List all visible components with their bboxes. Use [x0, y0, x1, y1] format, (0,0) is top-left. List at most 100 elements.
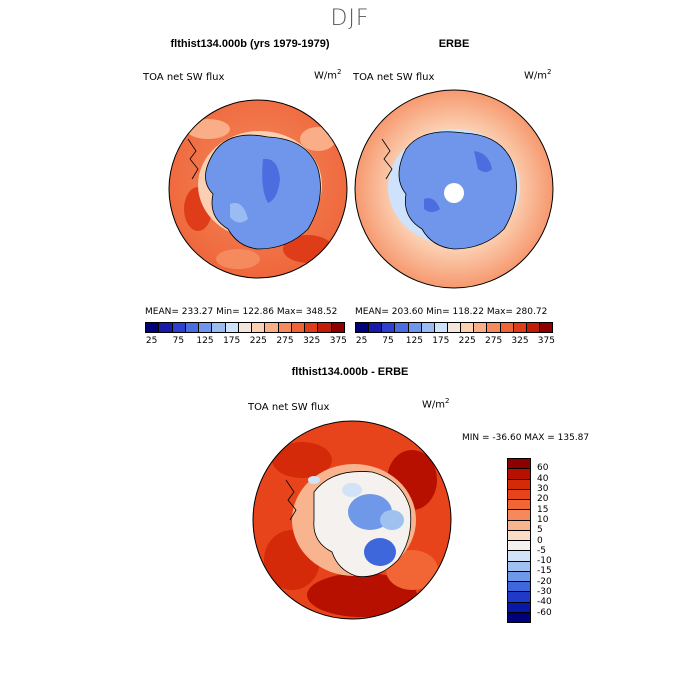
colorbar-swatch [291, 323, 306, 332]
coastline [187, 138, 199, 180]
flux-patch [307, 573, 417, 617]
colorbar-tick-label: 0 [537, 535, 543, 546]
colorbar-tick-label: 25 [355, 336, 368, 346]
colorbar-swatch [252, 323, 266, 332]
colorbar-swatch [508, 530, 530, 541]
colorbar-swatch [199, 323, 213, 332]
colorbar-swatch [212, 323, 226, 332]
colorbar-tick-label: 30 [537, 483, 549, 494]
colorbar-swatch [238, 323, 253, 332]
colorbar-tick-label: 125 [405, 336, 423, 346]
variable-label-diff: TOA net SW flux [248, 402, 330, 413]
coastline [205, 134, 321, 250]
colorbar-swatch [434, 323, 448, 332]
coastline [398, 131, 517, 250]
colorbar-swatch [508, 612, 530, 622]
flux-patch [300, 127, 336, 151]
colorbar-tick-label: 75 [172, 336, 185, 346]
flux-patch [386, 550, 438, 590]
panel-title-diff: flthist134.000b - ERBE [291, 366, 409, 378]
colorbar-swatch [172, 323, 186, 332]
flux-neg-patch [380, 510, 404, 530]
colorbar-tick-label: 275 [485, 336, 503, 346]
colorbar-swatch [500, 323, 514, 332]
stats-obs: MEAN= 203.60 Min= 118.22 Max= 280.72 [355, 307, 548, 317]
colorbar-swatch [513, 323, 527, 332]
colorbar-diff [507, 458, 531, 623]
colorbar-swatch [225, 323, 239, 332]
colorbar-tick-label: 15 [537, 504, 549, 515]
colorbar-swatch [508, 582, 530, 593]
colorbar-swatch [487, 323, 501, 332]
colorbar-swatch [508, 459, 530, 470]
stats-model: MEAN= 233.27 Min= 122.86 Max= 348.52 [145, 307, 338, 317]
units-label-diff: W/m2 [422, 397, 450, 411]
coastline [285, 479, 297, 521]
colorbar-tick-label: 375 [329, 336, 347, 346]
panel-title-model: flthist134.000b (yrs 1979-1979) [170, 38, 330, 50]
colorbar-swatch [447, 323, 462, 332]
colorbar-swatch [318, 323, 332, 332]
colorbar-swatch [265, 323, 279, 332]
colorbar-obs [355, 322, 553, 333]
colorbar-swatch [461, 323, 475, 332]
panel-title-obs: ERBE [438, 38, 470, 50]
colorbar-tick-label: -20 [537, 576, 552, 587]
flux-low-patch [474, 151, 492, 172]
colorbar-swatch [508, 551, 530, 562]
colorbar-tick-label: 325 [511, 336, 529, 346]
colorbar-tick-label: 40 [537, 473, 549, 484]
colorbar-swatch [474, 323, 488, 332]
colorbar-swatch [382, 323, 396, 332]
colorbar-swatch [508, 469, 530, 480]
colorbar-swatch [369, 323, 383, 332]
units-label-obs: W/m2 [524, 68, 552, 82]
colorbar-swatch [421, 323, 435, 332]
colorbar-swatch [508, 602, 530, 613]
colorbar-swatch [508, 561, 530, 572]
polar-map-model [168, 99, 348, 279]
colorbar-tick-label: 10 [537, 514, 549, 525]
colorbar-tick-label: -10 [537, 556, 552, 567]
colorbar-swatch [408, 323, 422, 332]
colorbar-tick-label: 5 [537, 525, 543, 536]
colorbar-swatch [508, 541, 530, 552]
variable-label-model: TOA net SW flux [143, 72, 225, 83]
flux-patch [272, 442, 332, 478]
colorbar-swatch [395, 323, 409, 332]
colorbar-swatch [185, 323, 200, 332]
colorbar-model [145, 322, 345, 333]
colorbar-swatch [508, 489, 530, 500]
flux-neg-patch [364, 538, 396, 566]
colorbar-tick-label: 275 [276, 336, 294, 346]
colorbar-swatch [539, 323, 553, 332]
colorbar-swatch [356, 323, 370, 332]
flux-neg-patch [308, 476, 320, 484]
colorbar-swatch [159, 323, 173, 332]
colorbar-swatch [508, 510, 530, 521]
colorbar-swatch [508, 571, 530, 582]
pole-hole [444, 183, 464, 203]
colorbar-tick-label: -30 [537, 587, 552, 598]
variable-label-obs: TOA net SW flux [353, 72, 435, 83]
colorbar-swatch [305, 323, 319, 332]
flux-patch [216, 249, 260, 269]
colorbar-tick-label: 175 [432, 336, 450, 346]
flux-patch [230, 203, 248, 223]
colorbar-tick-label: 60 [537, 463, 549, 474]
colorbar-tick-label: -40 [537, 597, 552, 608]
colorbar-swatch [526, 323, 540, 332]
colorbar-tick-label: 225 [458, 336, 476, 346]
colorbar-swatch [278, 323, 292, 332]
colorbar-tick-label: 225 [249, 336, 267, 346]
units-label-model: W/m2 [314, 68, 342, 82]
colorbar-tick-label: 75 [382, 336, 394, 346]
colorbar-swatch [508, 592, 530, 603]
colorbar-tick-label: -60 [537, 607, 552, 618]
flux-low-patch [262, 158, 280, 203]
colorbar-tick-label: 125 [196, 336, 214, 346]
colorbar-tick-label: 375 [537, 336, 555, 346]
colorbar-swatch [508, 500, 530, 511]
colorbar-tick-label: 325 [303, 336, 321, 346]
colorbar-tick-label: -5 [537, 545, 546, 556]
